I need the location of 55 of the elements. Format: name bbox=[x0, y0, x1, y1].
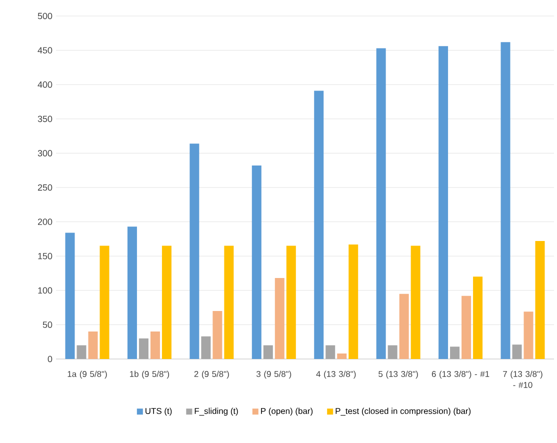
x-tick-label: 6 (13 3/8") - #1 bbox=[432, 370, 490, 379]
legend-label: P_test (closed in compression) (bar) bbox=[336, 408, 471, 416]
bar bbox=[326, 345, 336, 359]
y-tick-label: 300 bbox=[38, 150, 52, 156]
bar bbox=[65, 232, 75, 359]
bar bbox=[150, 332, 160, 359]
bar bbox=[314, 90, 324, 359]
bar bbox=[252, 166, 262, 359]
bar bbox=[127, 226, 137, 359]
bar bbox=[190, 144, 200, 359]
x-tick-label: 1b (9 5/8") bbox=[130, 370, 170, 379]
y-tick-label: 0 bbox=[48, 356, 52, 362]
bar bbox=[524, 312, 534, 359]
bar bbox=[473, 276, 483, 359]
x-tick-label: 3 (9 5/8") bbox=[256, 370, 292, 379]
y-tick-label: 150 bbox=[38, 252, 52, 260]
bar bbox=[100, 246, 110, 359]
x-tick-label: 2 (9 5/8") bbox=[194, 370, 229, 379]
y-tick-label: 200 bbox=[38, 218, 52, 225]
x-tick-label: 4 (13 3/8") bbox=[316, 370, 356, 379]
y-tick-label: 350 bbox=[38, 116, 52, 122]
legend-label: F_sliding (t) bbox=[194, 408, 238, 416]
bar bbox=[512, 344, 522, 359]
bar bbox=[138, 338, 148, 359]
bar bbox=[201, 336, 211, 359]
bar bbox=[286, 246, 296, 359]
bar bbox=[88, 332, 98, 359]
bar bbox=[337, 354, 347, 359]
bar bbox=[399, 294, 409, 359]
bar bbox=[212, 310, 222, 359]
bar bbox=[76, 345, 86, 359]
y-tick-label: 100 bbox=[38, 287, 52, 294]
legend-label: P (open) (bar) bbox=[261, 408, 313, 416]
bar bbox=[376, 48, 386, 359]
legend-label: UTS (t) bbox=[146, 408, 172, 416]
bar bbox=[274, 278, 284, 359]
y-tick-label: 250 bbox=[38, 184, 52, 191]
x-tick-label: 7 (13 3/8") - #10 bbox=[503, 370, 542, 388]
bar bbox=[462, 296, 472, 359]
bar bbox=[348, 244, 358, 359]
bar bbox=[162, 246, 172, 359]
bar bbox=[388, 345, 398, 359]
x-tick-label: 5 (13 3/8") bbox=[378, 370, 418, 379]
y-tick-label: 400 bbox=[38, 81, 52, 88]
x-tick-label: 1a (9 5/8") bbox=[68, 370, 107, 379]
bar bbox=[263, 345, 273, 359]
bar bbox=[438, 46, 448, 359]
y-tick-label: 450 bbox=[38, 47, 52, 54]
y-tick-label: 500 bbox=[38, 12, 52, 20]
bar bbox=[224, 246, 234, 359]
bar bbox=[450, 346, 460, 359]
y-tick-label: 50 bbox=[42, 322, 52, 328]
bar bbox=[535, 241, 545, 359]
bar bbox=[500, 42, 510, 359]
bar bbox=[410, 246, 420, 359]
